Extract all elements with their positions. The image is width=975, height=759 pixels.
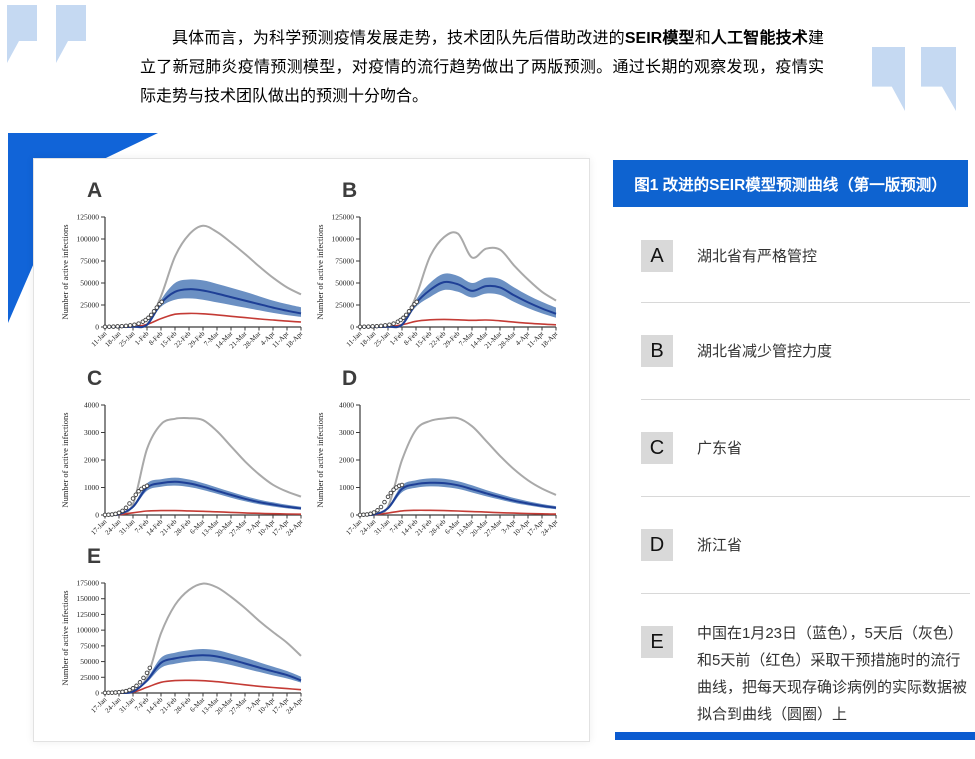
legend-text-C: 广东省 (697, 439, 743, 457)
chart-E: E 0 25000 50000 75000 100000 125000 150000 1750… (59, 539, 315, 739)
chart-C: C 0 1000 2000 3000 4000 17-Jan 24-Jan 31-Jan 7-F… (59, 361, 315, 561)
intro-bold-ai: 人工智能技术 (710, 30, 808, 47)
figure-caption-header: 图1 改进的SEIR模型预测曲线（第一版预测） (613, 160, 968, 207)
divider (641, 496, 970, 497)
svg-text:31-Jan: 31-Jan (118, 517, 137, 536)
legend-key-D: D (641, 529, 673, 561)
intro-text: 和 (694, 30, 711, 47)
intro-text: 建立了新冠肺炎疫情预测模型，对疫情的流行趋势做出了两版预测。通过长期的观察发现，… (140, 30, 824, 105)
svg-text:100000: 100000 (77, 626, 100, 635)
legend-text-D: 浙江省 (697, 536, 743, 554)
svg-text:75000: 75000 (80, 641, 99, 650)
legend-item-E: E 中国在1月23日（蓝色），5天后（灰色）和5天前（红色）采取干预措施时的流行… (641, 594, 969, 759)
svg-text:0: 0 (95, 689, 99, 698)
svg-text:1-Feb: 1-Feb (133, 329, 151, 347)
legend-text-B: 湖北省减少管控力度 (697, 342, 833, 360)
divider (641, 399, 970, 400)
svg-text:1000: 1000 (84, 483, 99, 492)
chart-label-A: A (87, 179, 103, 202)
svg-text:25-Jan: 25-Jan (118, 329, 137, 348)
svg-text:50000: 50000 (80, 279, 99, 288)
svg-text:125000: 125000 (77, 610, 100, 619)
intro-bold-seir: SEIR模型 (624, 30, 695, 47)
legend-key-A: A (641, 240, 673, 272)
chart-label-E: E (87, 545, 102, 568)
legend-item-C: C 广东省 (641, 400, 969, 496)
legend-item-A: A 湖北省有严格管控 (641, 209, 969, 303)
svg-text:0: 0 (95, 323, 99, 332)
svg-text:175000: 175000 (77, 579, 100, 588)
svg-text:4000: 4000 (339, 401, 354, 410)
open-quote-icon (56, 5, 86, 63)
svg-text:Number of active infections: Number of active infections (315, 224, 325, 319)
chart-plot-E: 0 25000 50000 75000 100000 125000 150000 175000… (60, 579, 305, 717)
svg-text:31-Jan: 31-Jan (373, 517, 392, 536)
svg-text:4000: 4000 (84, 401, 99, 410)
svg-text:75000: 75000 (335, 257, 354, 266)
svg-text:2000: 2000 (339, 456, 354, 465)
svg-text:25000: 25000 (80, 673, 99, 682)
svg-text:24-Apr: 24-Apr (539, 517, 559, 537)
intro-paragraph: 具体而言，为科学预测疫情发展走势，技术团队先后借助改进的SEIR模型和人工智能技… (140, 24, 824, 111)
chart-plot-D: 0100020003000400017-Jan24-Jan31-Jan7-Feb… (315, 401, 560, 539)
legend-panel: 图1 改进的SEIR模型预测曲线（第一版预测） A 湖北省有严格管控 B 湖北省… (613, 160, 975, 752)
chart-plot-C: 0100020003000400017-Jan24-Jan31-Jan7-Feb… (60, 401, 305, 539)
chart-A: A 0 25000 50000 75000 100000 125000 11-Jan 18-J… (59, 173, 315, 373)
legend-text-E: 中国在1月23日（蓝色），5天后（灰色）和5天前（红色）采取干预措施时的流行曲线… (697, 625, 968, 723)
svg-text:25000: 25000 (80, 301, 99, 310)
svg-text:50000: 50000 (80, 657, 99, 666)
svg-text:1000: 1000 (339, 483, 354, 492)
chart-B: B 0 25000 50000 75000 100000 125000 11-Jan 18-J… (314, 173, 570, 373)
divider (641, 593, 970, 594)
svg-text:2000: 2000 (84, 456, 99, 465)
svg-text:0: 0 (350, 511, 354, 520)
figure-box: A 0 25000 50000 75000 100000 125000 11-Jan 18-J… (33, 158, 590, 742)
svg-text:25000: 25000 (335, 301, 354, 310)
svg-text:125000: 125000 (77, 213, 100, 222)
chart-plot-A: 025000500007500010000012500011-Jan18-Jan… (60, 213, 305, 351)
svg-text:0: 0 (95, 511, 99, 520)
svg-text:18-Apr: 18-Apr (539, 329, 559, 349)
close-quote-icon (872, 47, 905, 111)
svg-text:31-Jan: 31-Jan (118, 695, 137, 714)
svg-text:18-Apr: 18-Apr (284, 329, 304, 349)
svg-text:25-Jan: 25-Jan (373, 329, 392, 348)
legend-item-D: D 浙江省 (641, 497, 969, 593)
svg-text:Number of active infections: Number of active infections (60, 590, 70, 685)
legend-key-E: E (641, 626, 673, 658)
svg-text:50000: 50000 (335, 279, 354, 288)
legend-item-B: B 湖北省减少管控力度 (641, 303, 969, 399)
svg-text:125000: 125000 (332, 213, 355, 222)
svg-text:100000: 100000 (332, 235, 355, 244)
figure-title: 图1 改进的SEIR模型预测曲线（第一版预测） (634, 176, 947, 194)
footer-accent-bar (615, 732, 975, 740)
intro-text: 具体而言，为科学预测疫情发展走势，技术团队先后借助改进的 (172, 30, 625, 47)
close-quote-icon (921, 47, 956, 111)
svg-text:75000: 75000 (80, 257, 99, 266)
svg-text:Number of active infections: Number of active infections (60, 412, 70, 507)
svg-text:150000: 150000 (77, 594, 100, 603)
chart-label-C: C (87, 367, 103, 390)
chart-plot-B: 025000500007500010000012500011-Jan18-Jan… (315, 213, 560, 351)
legend-key-C: C (641, 432, 673, 464)
svg-text:24-Apr: 24-Apr (284, 695, 304, 715)
svg-text:3000: 3000 (84, 428, 99, 437)
chart-label-B: B (342, 179, 358, 202)
svg-text:Number of active infections: Number of active infections (60, 224, 70, 319)
divider (641, 302, 970, 303)
chart-label-D: D (342, 367, 358, 390)
svg-text:0: 0 (350, 323, 354, 332)
svg-text:1-Feb: 1-Feb (388, 329, 406, 347)
svg-text:100000: 100000 (77, 235, 100, 244)
svg-text:24-Apr: 24-Apr (284, 517, 304, 537)
legend-text-A: 湖北省有严格管控 (697, 247, 818, 265)
legend-key-B: B (641, 335, 673, 367)
svg-text:3000: 3000 (339, 428, 354, 437)
svg-text:Number of active infections: Number of active infections (315, 412, 325, 507)
open-quote-icon (7, 5, 37, 63)
chart-D: D 0 1000 2000 3000 4000 17-Jan 24-Jan 31-Jan 7-F… (314, 361, 570, 561)
